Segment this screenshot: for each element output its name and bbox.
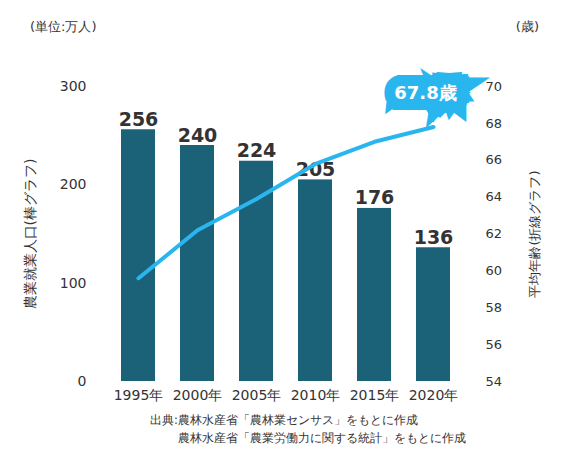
svg-text:2020年: 2020年 (409, 387, 459, 403)
svg-text:66: 66 (486, 152, 503, 167)
svg-text:2010年: 2010年 (291, 387, 341, 403)
svg-text:農業就業人口(棒グラフ): 農業就業人口(棒グラフ) (22, 159, 38, 310)
svg-text:224: 224 (237, 139, 277, 161)
svg-text:60: 60 (486, 263, 503, 278)
svg-text:54: 54 (486, 374, 503, 389)
svg-text:平均年齢(折線グラフ): 平均年齢(折線グラフ) (527, 170, 542, 297)
html-text:出典:農林水産省「農林業センサス」をもとに作成: 出典:農林水産省「農林業センサス」をもとに作成 (150, 413, 418, 427)
svg-text:2005年: 2005年 (232, 387, 282, 403)
html-text:(単位:万人): (単位:万人) (30, 19, 97, 34)
svg-text:205: 205 (296, 158, 336, 180)
svg-text:300: 300 (60, 78, 87, 94)
svg-text:67.8歳: 67.8歳 (394, 82, 456, 103)
svg-text:70: 70 (486, 79, 503, 94)
svg-text:58: 58 (486, 300, 503, 315)
svg-text:56: 56 (486, 337, 503, 352)
svg-text:68: 68 (486, 116, 503, 131)
svg-text:62: 62 (486, 226, 503, 241)
html-text:農林水産省「農業労働力に関する統計」をもとに作成: 農林水産省「農業労働力に関する統計」をもとに作成 (178, 431, 466, 445)
svg-text:176: 176 (355, 186, 395, 208)
svg-text:2015年: 2015年 (350, 387, 400, 403)
svg-text:136: 136 (414, 226, 454, 248)
svg-text:2000年: 2000年 (173, 387, 223, 403)
svg-text:1995年: 1995年 (114, 387, 164, 403)
html-text:(歳): (歳) (515, 19, 539, 34)
svg-text:200: 200 (60, 176, 87, 192)
svg-text:240: 240 (178, 124, 218, 146)
svg-text:100: 100 (60, 275, 87, 291)
svg-text:256: 256 (119, 108, 159, 130)
svg-text:0: 0 (78, 373, 87, 389)
svg-text:64: 64 (486, 189, 503, 204)
